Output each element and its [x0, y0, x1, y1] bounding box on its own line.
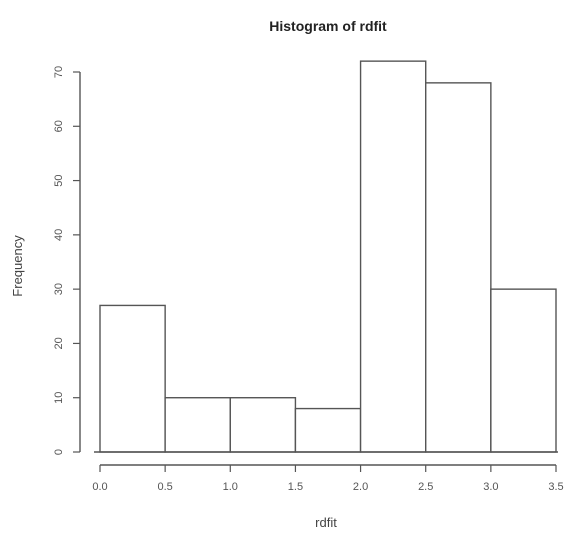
histogram-bar-6 — [490, 288, 557, 453]
histogram-bar-2 — [229, 397, 297, 453]
y-tick-label-0: 0 — [53, 449, 65, 455]
histogram-bar-1 — [164, 397, 231, 453]
chart-title: Histogram of rdfit — [269, 18, 387, 34]
y-axis-label: Frequency — [10, 235, 25, 297]
y-tick-label-7: 70 — [53, 66, 65, 78]
bars-group — [99, 60, 557, 453]
x-tick-label-4: 2.0 — [353, 481, 368, 493]
x-tick-label-6: 3.0 — [483, 481, 498, 493]
histogram-bar-5 — [425, 82, 492, 453]
y-axis: 0 10 20 30 40 50 60 70 — [53, 66, 81, 455]
y-tick-label-4: 40 — [53, 229, 65, 241]
histogram-bar-3 — [294, 407, 362, 453]
histogram-bar-0 — [99, 304, 166, 453]
x-tick-label-5: 2.5 — [418, 481, 433, 493]
x-tick-label-3: 1.5 — [288, 481, 303, 493]
y-tick-label-6: 60 — [53, 120, 65, 132]
x-tick-label-0: 0.0 — [92, 481, 107, 493]
y-tick-label-2: 20 — [53, 337, 65, 349]
y-tick-label-1: 10 — [53, 392, 65, 404]
y-tick-label-5: 50 — [53, 174, 65, 186]
y-tick-label-3: 30 — [53, 283, 65, 295]
x-axis: 0.0 0.5 1.0 1.5 2.0 2.5 3.0 3.5 — [92, 464, 564, 493]
x-tick-label-1: 0.5 — [157, 481, 172, 493]
x-tick-label-2: 1.0 — [223, 481, 238, 493]
histogram-bar-4 — [359, 60, 427, 453]
x-axis-label: rdfit — [315, 515, 337, 530]
x-tick-label-7: 3.5 — [548, 481, 563, 493]
